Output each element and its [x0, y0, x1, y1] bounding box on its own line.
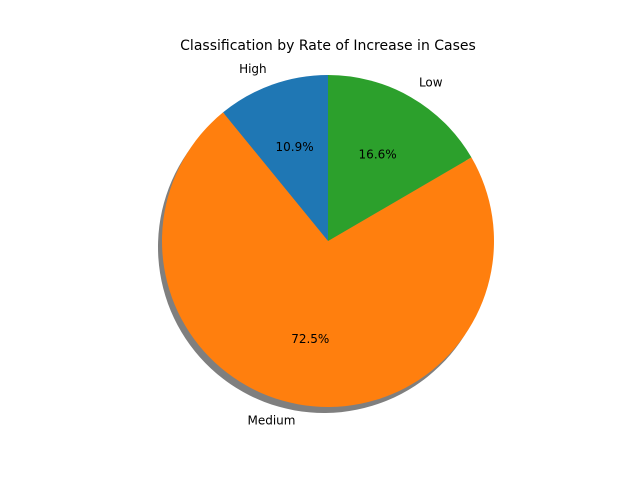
slice-label-medium: Medium	[247, 414, 295, 428]
pie-slices	[161, 75, 494, 408]
pie-slice-high	[222, 75, 328, 241]
slice-percent-low: 16.6%	[359, 148, 397, 162]
pie-slice-medium	[161, 112, 494, 408]
slice-percent-high: 10.9%	[275, 140, 313, 154]
slice-percent-medium: 72.5%	[291, 332, 329, 346]
slice-label-low: Low	[419, 76, 443, 90]
pie-slice-low	[328, 75, 472, 241]
slice-label-high: High	[239, 62, 267, 76]
pie-labels: High 10.9% Medium 72.5% Low 16.6%	[239, 62, 443, 428]
chart-title: Classification by Rate of Increase in Ca…	[180, 38, 476, 54]
